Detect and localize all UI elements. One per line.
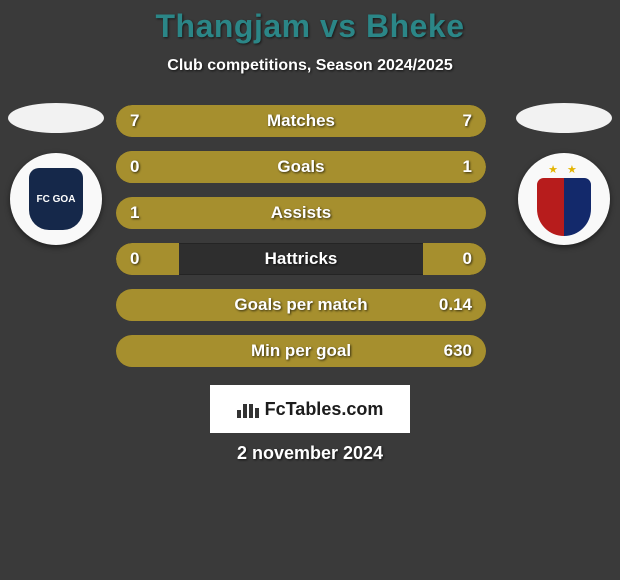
club-shield-icon	[537, 178, 591, 236]
comparison-card: Thangjam vs Bheke Club competitions, Sea…	[0, 0, 620, 464]
stat-value-left: 1	[130, 197, 139, 229]
stat-row: 1Assists	[116, 197, 486, 229]
club-badge-left: FC GOA	[10, 153, 102, 245]
source-site: FcTables.com	[265, 399, 384, 420]
stat-value-left: 7	[130, 105, 139, 137]
stats-list: 77Matches01Goals1Assists00Hattricks0.14G…	[116, 103, 504, 367]
page-subtitle: Club competitions, Season 2024/2025	[0, 57, 620, 75]
stat-value-left: 0	[130, 243, 139, 275]
stat-value-left: 0	[130, 151, 139, 183]
club-badge-left-text: FC GOA	[29, 168, 83, 230]
main-row: FC GOA 77Matches01Goals1Assists00Hattric…	[0, 103, 620, 367]
right-player-col: ★ ★	[514, 103, 614, 245]
club-badge-right: ★ ★	[518, 153, 610, 245]
stat-value-right: 7	[463, 105, 472, 137]
page-title: Thangjam vs Bheke	[0, 8, 620, 45]
left-player-col: FC GOA	[6, 103, 106, 245]
source-badge: FcTables.com	[210, 385, 410, 433]
player-avatar-right	[516, 103, 612, 133]
stat-row: 01Goals	[116, 151, 486, 183]
stat-value-right: 0.14	[439, 289, 472, 321]
player-avatar-left	[8, 103, 104, 133]
bar-chart-icon	[237, 400, 259, 418]
stat-value-right: 1	[463, 151, 472, 183]
stat-value-right: 630	[444, 335, 472, 367]
stat-row: 00Hattricks	[116, 243, 486, 275]
date-label: 2 november 2024	[0, 443, 620, 464]
stat-value-right: 0	[463, 243, 472, 275]
stat-row: 630Min per goal	[116, 335, 486, 367]
stat-row: 77Matches	[116, 105, 486, 137]
club-stars-icon: ★ ★	[548, 163, 580, 176]
stat-row: 0.14Goals per match	[116, 289, 486, 321]
